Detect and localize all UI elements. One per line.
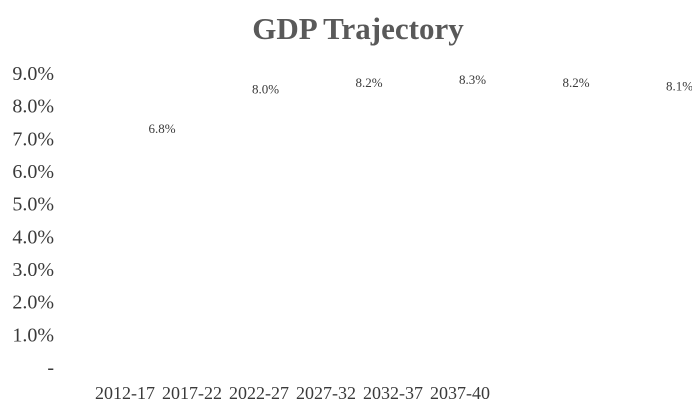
y-tick-label: - xyxy=(47,357,54,379)
data-label: 8.2% xyxy=(562,75,589,90)
data-label: 6.8% xyxy=(148,121,175,136)
x-tick-label: 2032-37 xyxy=(363,383,423,400)
y-tick-label: 2.0% xyxy=(12,292,54,314)
y-tick-label: 7.0% xyxy=(12,128,54,150)
x-tick-label: 2017-22 xyxy=(162,383,222,400)
y-tick-label: 3.0% xyxy=(12,259,54,281)
y-tick-label: 4.0% xyxy=(12,226,54,248)
data-label: 8.3% xyxy=(459,72,486,87)
x-tick-label: 2027-32 xyxy=(296,383,356,400)
y-tick-label: 6.0% xyxy=(12,161,54,183)
x-axis-tick-labels: 2012-17 2017-22 2022-27 2027-32 2032-37 2037-… xyxy=(95,383,490,400)
data-label: 8.2% xyxy=(355,75,382,90)
y-tick-label: 5.0% xyxy=(12,194,54,216)
y-axis-tick-labels: - 1.0% 2.0% 3.0% 4.0% 5.0% 6.0% 7.0% 8.0% 9.0% xyxy=(12,63,54,379)
x-tick-label: 2022-27 xyxy=(229,383,289,400)
x-tick-label: 2037-40 xyxy=(430,383,490,400)
data-label: 8.1% xyxy=(666,78,692,93)
data-labels: 6.8% 8.0% 8.2% 8.3% 8.2% 8.1% xyxy=(148,72,692,136)
chart-title: GDP Trajectory xyxy=(252,11,464,46)
y-tick-label: 1.0% xyxy=(12,324,54,346)
x-tick-label: 2012-17 xyxy=(95,383,155,400)
data-label: 8.0% xyxy=(252,82,279,97)
y-tick-label: 9.0% xyxy=(12,63,54,85)
y-tick-label: 8.0% xyxy=(12,96,54,118)
